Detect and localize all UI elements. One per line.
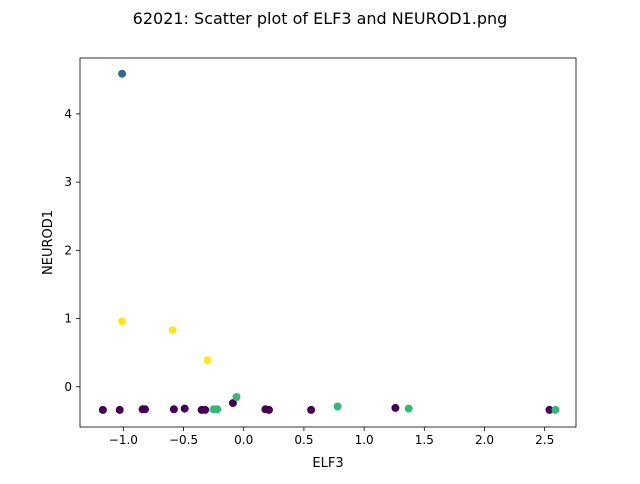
scatter-point-2 — [168, 326, 177, 335]
x-axis-ticks: −1.0 −0.5 0.0 0.5 1.0 1.5 2.0 2.5 — [109, 427, 554, 447]
scatter-point-20 — [232, 393, 241, 401]
scatter-point-12 — [228, 399, 237, 408]
scatter-point-14 — [265, 405, 273, 414]
x-tick-label: 2.5 — [535, 433, 554, 447]
scatter-point-1 — [118, 317, 127, 326]
chart-title: 62021: Scatter plot of ELF3 and NEUROD1.… — [133, 9, 508, 28]
x-tick-label: 0.5 — [294, 433, 313, 447]
points-layer — [98, 69, 560, 414]
scatter-point-7 — [141, 405, 149, 414]
y-axis-ticks: 0 1 2 3 4 — [64, 107, 80, 394]
scatter-point-3 — [203, 356, 212, 365]
scatter-point-5 — [115, 405, 124, 414]
x-tick-label: 1.5 — [415, 433, 434, 447]
y-axis-label: NEUROD1 — [41, 210, 56, 275]
scatter-point-0 — [118, 69, 127, 78]
y-tick-label: 4 — [64, 107, 72, 121]
scatter-point-9 — [180, 404, 189, 413]
x-axis-label: ELF3 — [312, 456, 343, 471]
scatter-point-4 — [98, 405, 107, 414]
scatter-point-15 — [307, 405, 316, 414]
scatter-point-17 — [545, 405, 554, 414]
x-tick-label: 0.0 — [234, 433, 253, 447]
y-tick-label: 2 — [64, 243, 72, 257]
y-tick-label: 3 — [64, 175, 72, 189]
x-tick-label: 1.0 — [355, 433, 374, 447]
scatter-point-11 — [201, 405, 210, 414]
scatter-point-8 — [169, 405, 178, 414]
y-tick-label: 1 — [64, 312, 72, 326]
scatter-point-21 — [333, 402, 342, 411]
plot-frame — [79, 57, 577, 428]
scatter-point-19 — [213, 405, 222, 414]
x-tick-label: −0.5 — [169, 433, 198, 447]
scatter-point-22 — [404, 404, 413, 413]
y-tick-label: 0 — [64, 380, 72, 394]
x-tick-label: 2.0 — [475, 433, 494, 447]
scatter-point-23 — [551, 405, 560, 414]
scatter-point-16 — [391, 403, 400, 412]
x-tick-label: −1.0 — [109, 433, 138, 447]
